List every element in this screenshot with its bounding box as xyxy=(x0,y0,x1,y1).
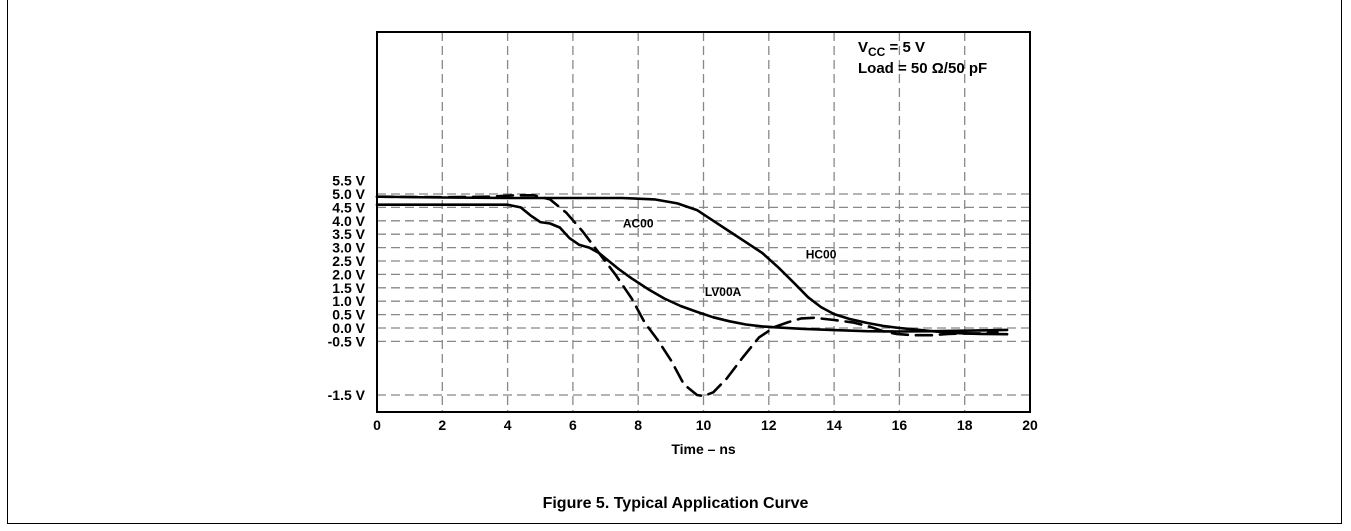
load-annotation: Load = 50 Ω/50 pF xyxy=(858,60,987,77)
y-tick-label: 3.5 V xyxy=(332,226,365,242)
series-label-hc00: HC00 xyxy=(806,247,837,261)
x-tick-label: 16 xyxy=(892,417,908,433)
y-tick-label: 3.0 V xyxy=(332,240,365,256)
x-tick-label: 6 xyxy=(569,417,577,433)
y-tick-label: -1.5 V xyxy=(328,387,366,403)
chart-svg: 0 2 4 6 8 10 12 14 16 18 20 5.5 V5.0 V4.5 V4.0 V3.5… xyxy=(328,31,1038,457)
y-tick-label: 4.5 V xyxy=(332,199,365,215)
y-tick-label: -0.5 V xyxy=(328,333,366,349)
vcc-annotation: VCC = 5 V xyxy=(858,39,925,59)
x-tick-label: 14 xyxy=(826,417,842,433)
series-hc00-line xyxy=(375,195,1009,336)
y-tick-label: 1.5 V xyxy=(332,280,365,296)
x-tick-label: 8 xyxy=(634,417,642,433)
x-tick-label: 0 xyxy=(373,417,381,433)
x-tick-label: 10 xyxy=(696,417,712,433)
plot-area xyxy=(376,31,1031,413)
y-tick-label: 0.0 V xyxy=(332,320,365,336)
y-tick-label: 1.0 V xyxy=(332,293,365,309)
x-axis-label: Time – ns xyxy=(671,441,736,457)
x-tick-label: 20 xyxy=(1022,417,1038,433)
x-tick-label: 12 xyxy=(761,417,777,433)
figure-caption: Figure 5. Typical Application Curve xyxy=(542,495,809,512)
x-tick-label: 2 xyxy=(438,417,446,433)
series-lv00a-line xyxy=(375,203,1009,333)
y-tick-label: 5.5 V xyxy=(332,173,365,189)
y-tick-label: 0.5 V xyxy=(332,307,365,323)
ticks: 0 2 4 6 8 10 12 14 16 18 20 5.5 V5.0 V4.5 V4.0 V3.5… xyxy=(328,173,1038,433)
series-labels: AC00 LV00A HC00 xyxy=(623,217,837,299)
y-tick-label: 5.0 V xyxy=(332,186,365,202)
figure-frame xyxy=(7,0,1342,524)
y-tick-label: 4.0 V xyxy=(332,213,365,229)
y-tick-label: 2.0 V xyxy=(332,266,365,282)
x-tick-label: 4 xyxy=(504,417,512,433)
series-group xyxy=(375,194,1009,398)
x-tick-label: 18 xyxy=(957,417,973,433)
series-ac00-line xyxy=(375,194,999,398)
y-tick-label: 2.5 V xyxy=(332,253,365,269)
series-label-ac00: AC00 xyxy=(623,217,654,231)
grid xyxy=(377,32,1030,412)
series-label-lv00a: LV00A xyxy=(705,285,742,299)
